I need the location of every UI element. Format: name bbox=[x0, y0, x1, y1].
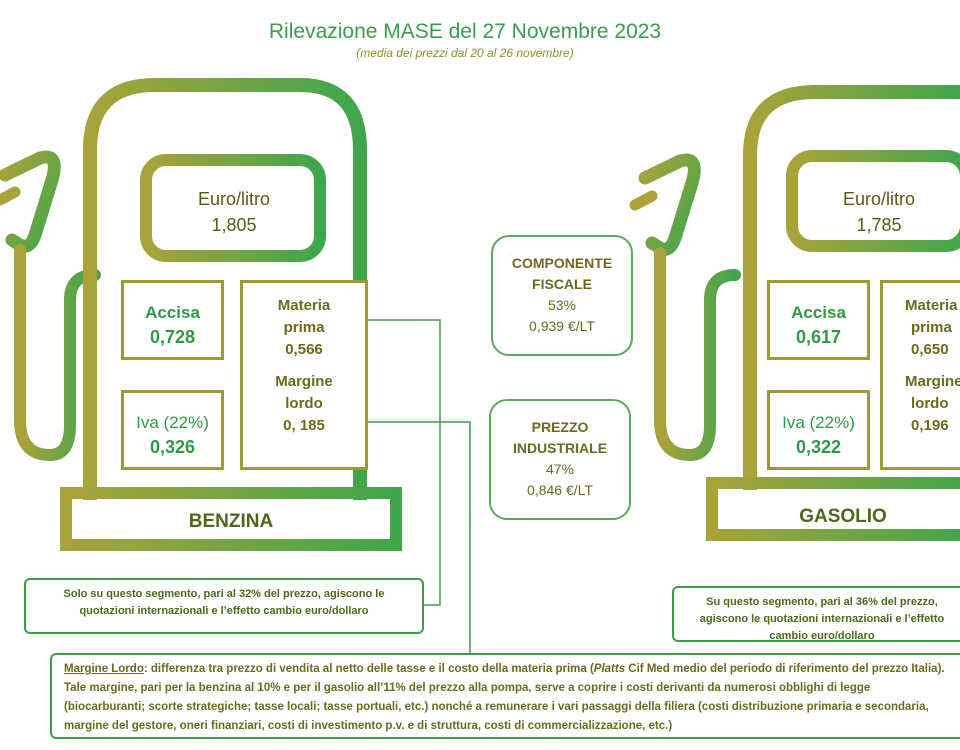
fiscale-label-2: FISCALE bbox=[532, 276, 592, 292]
page-title: Rilevazione MASE del 27 Novembre 2023 bbox=[268, 20, 662, 43]
benzina-price-label: Euro/litro bbox=[197, 189, 271, 209]
page-subtitle: (media dei prezzi dal 20 al 26 novembre) bbox=[356, 46, 574, 60]
benzina-note-text: Solo su questo segmento, pari al 32% del… bbox=[63, 588, 385, 617]
fiscale-value: 0,939 €/LT bbox=[529, 318, 595, 334]
gasolio-margine-label-1: Margine bbox=[905, 373, 960, 390]
benzina-materia-label-1: Materia bbox=[277, 297, 331, 314]
prezzo-industriale-box: PREZZO INDUSTRIALE 47% 0,846 €/LT bbox=[489, 399, 631, 520]
industriale-pct: 47% bbox=[545, 461, 575, 477]
benzina-accisa-value: 0,728 bbox=[149, 327, 196, 347]
fiscale-pct: 53% bbox=[547, 297, 577, 313]
industriale-label-1: PREZZO bbox=[531, 419, 589, 435]
footnote-line-4: margine del gestore, oneri finanziari, c… bbox=[64, 720, 673, 732]
benzina-iva-value: 0,326 bbox=[149, 437, 196, 457]
gasolio-price-label: Euro/litro bbox=[842, 189, 916, 209]
footnote-line-3: (biocarburanti; scorte strategiche; tass… bbox=[64, 701, 929, 713]
benzina-iva-box: Iva (22%) 0,326 bbox=[121, 390, 224, 470]
gasolio-materia-label-2: prima bbox=[911, 319, 952, 336]
benzina-materia-value: 0,566 bbox=[285, 341, 323, 358]
footnote-line-2: Tale margine, pari per la benzina al 10%… bbox=[64, 682, 871, 694]
benzina-materia-label-2: prima bbox=[283, 319, 325, 336]
gasolio-accisa-label: Accisa bbox=[791, 303, 846, 322]
footnote-text-1: : differenza tra prezzo di vendita al ne… bbox=[143, 663, 594, 675]
gasolio-accisa-value: 0,617 bbox=[795, 327, 842, 347]
industriale-value: 0,846 €/LT bbox=[527, 482, 593, 498]
benzina-margine-value: 0, 185 bbox=[283, 417, 325, 434]
gasolio-margine-label-2: lordo bbox=[911, 395, 949, 412]
benzina-note: Solo su questo segmento, pari al 32% del… bbox=[24, 578, 424, 634]
footnote-text-2: Cif Med medio del periodo di riferimento… bbox=[625, 663, 945, 675]
gasolio-iva-box: Iva (22%) 0,322 bbox=[767, 390, 870, 470]
gasolio-note-text: Su questo segmento, pari al 36% del prez… bbox=[699, 596, 945, 642]
margine-lordo-footnote: Margine Lordo: differenza tra prezzo di … bbox=[50, 653, 960, 739]
componente-fiscale-box: COMPONENTE FISCALE 53% 0,939 €/LT bbox=[491, 235, 633, 356]
connector-lines bbox=[368, 319, 471, 655]
benzina-label: BENZINA bbox=[188, 511, 274, 532]
gasolio-label: GASOLIO bbox=[799, 506, 887, 527]
gasolio-pump-icon bbox=[629, 85, 960, 541]
benzina-pump-icon bbox=[0, 78, 402, 551]
gasolio-margine-value: 0,196 bbox=[911, 417, 949, 434]
fiscale-label-1: COMPONENTE bbox=[511, 255, 613, 271]
footnote-platts: Platts bbox=[593, 663, 626, 675]
gasolio-iva-label: Iva (22%) bbox=[782, 413, 855, 432]
gasolio-note: Su questo segmento, pari al 36% del prez… bbox=[672, 586, 960, 642]
gasolio-price-display: Euro/litro 1,785 bbox=[798, 186, 960, 238]
footnote-line-1: Margine Lordo: differenza tra prezzo di … bbox=[64, 660, 960, 679]
gasolio-iva-value: 0,322 bbox=[795, 437, 842, 457]
gasolio-accisa-box: Accisa 0,617 bbox=[767, 280, 870, 360]
gasolio-materia-label-1: Materia bbox=[905, 297, 958, 314]
footnote-term: Margine Lordo bbox=[64, 663, 144, 675]
benzina-materia-margine-box: Materia prima 0,566 Margine lordo 0, 185 bbox=[240, 280, 368, 470]
benzina-iva-label: Iva (22%) bbox=[136, 413, 209, 432]
benzina-accisa-label: Accisa bbox=[145, 303, 200, 322]
benzina-price-display: Euro/litro 1,805 bbox=[152, 186, 316, 238]
gasolio-price-value: 1,785 bbox=[856, 215, 902, 235]
benzina-margine-label-1: Margine bbox=[275, 373, 333, 390]
benzina-margine-label-2: lordo bbox=[285, 395, 323, 412]
benzina-price-value: 1,805 bbox=[211, 215, 257, 235]
gasolio-materia-value: 0,650 bbox=[911, 341, 949, 358]
industriale-label-2: INDUSTRIALE bbox=[512, 440, 608, 456]
gasolio-materia-margine-box: Materia prima 0,650 Margine lordo 0,196 bbox=[880, 280, 960, 470]
benzina-accisa-box: Accisa 0,728 bbox=[121, 280, 224, 360]
